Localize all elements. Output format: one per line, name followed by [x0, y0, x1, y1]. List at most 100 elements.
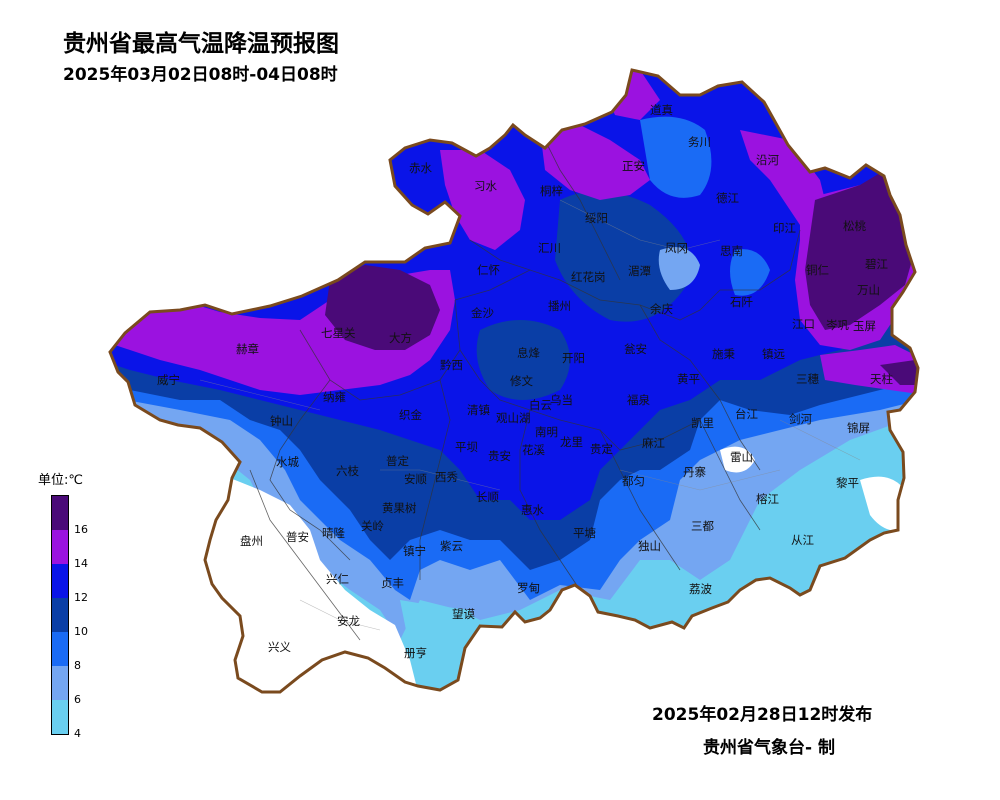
issuer: 贵州省气象台- 制 [703, 738, 835, 758]
county-label: 大方 [389, 331, 412, 345]
issue-time: 2025年02月28日12时发布 [652, 705, 873, 725]
county-label: 平塘 [573, 526, 596, 540]
county-label: 余庆 [650, 302, 673, 316]
county-label: 安顺 [404, 472, 427, 486]
county-label: 江口 [792, 317, 815, 331]
county-label: 务川 [688, 135, 711, 149]
county-label: 铜仁 [806, 263, 829, 277]
county-label: 黄果树 [382, 501, 417, 515]
county-label: 湄潭 [628, 264, 651, 278]
legend-label: 16 [74, 523, 88, 536]
county-label: 南明 [535, 425, 558, 439]
county-label: 兴仁 [326, 572, 349, 586]
county-label: 施秉 [712, 347, 735, 361]
county-label: 黔西 [440, 358, 463, 372]
county-label: 凤冈 [665, 241, 688, 255]
forecast-period: 2025年03月02日08时-04日08时 [63, 65, 338, 85]
legend-label: 10 [74, 625, 88, 638]
county-label: 金沙 [471, 306, 494, 320]
legend-swatch [52, 564, 68, 598]
county-label: 安龙 [337, 614, 360, 628]
county-label: 关岭 [361, 519, 384, 533]
county-label: 三都 [691, 519, 714, 533]
county-label: 西秀 [435, 470, 458, 484]
county-label: 剑河 [789, 412, 812, 426]
county-label: 三穗 [796, 372, 819, 386]
legend-label: 8 [74, 659, 81, 672]
county-label: 红花岗 [571, 270, 606, 284]
county-label: 织金 [399, 408, 422, 422]
county-label: 白云 [529, 398, 552, 412]
county-label: 罗甸 [517, 581, 540, 595]
legend-swatch [52, 598, 68, 632]
county-label: 麻江 [642, 436, 665, 450]
county-label: 沿河 [756, 153, 779, 167]
county-label: 天柱 [870, 372, 893, 386]
county-label: 平坝 [455, 440, 478, 454]
county-label: 丹寨 [683, 465, 706, 479]
legend-swatch [52, 496, 68, 530]
legend-label: 14 [74, 557, 88, 570]
county-label: 都匀 [622, 474, 645, 488]
county-label: 思南 [720, 244, 743, 258]
legend-swatch [52, 700, 68, 734]
county-label: 仁怀 [477, 263, 500, 277]
county-label: 乌当 [550, 393, 573, 407]
legend-unit: 单位:℃ [38, 473, 83, 488]
county-label: 德江 [716, 191, 739, 205]
county-label: 独山 [638, 539, 661, 553]
county-label: 七星关 [321, 326, 356, 340]
county-label: 惠水 [521, 503, 544, 517]
color-legend [51, 495, 69, 735]
county-label: 纳雍 [323, 390, 346, 404]
county-label: 黄平 [677, 372, 700, 386]
county-label: 赤水 [409, 161, 432, 175]
county-label: 花溪 [522, 443, 545, 457]
legend-label: 12 [74, 591, 88, 604]
county-label: 桐梓 [540, 184, 563, 198]
county-label: 凯里 [691, 416, 714, 430]
county-label: 雷山 [730, 450, 753, 464]
county-label: 镇远 [762, 347, 785, 361]
legend-label: 4 [74, 727, 81, 740]
county-label: 汇川 [538, 241, 561, 255]
county-label: 紫云 [440, 539, 463, 553]
county-label: 息烽 [517, 346, 540, 360]
county-label: 普定 [386, 454, 409, 468]
county-label: 盘州 [240, 534, 263, 548]
county-label: 玉屏 [853, 319, 876, 333]
county-label: 威宁 [157, 373, 180, 387]
county-label: 钟山 [270, 414, 293, 428]
county-label: 开阳 [562, 351, 585, 365]
county-label: 观山湖 [496, 411, 531, 425]
county-label: 石阡 [730, 295, 753, 309]
county-label: 赫章 [236, 342, 259, 356]
county-label: 望谟 [452, 607, 475, 621]
county-label: 长顺 [476, 490, 499, 504]
county-label: 万山 [857, 283, 880, 297]
legend-swatch [52, 632, 68, 666]
county-label: 龙里 [560, 435, 583, 449]
county-label: 正安 [622, 159, 645, 173]
county-label: 印江 [773, 221, 796, 235]
county-label: 贞丰 [381, 576, 404, 590]
county-label: 黎平 [836, 476, 859, 490]
county-label: 六枝 [336, 464, 359, 478]
county-label: 普安 [286, 530, 309, 544]
county-label: 贵定 [590, 442, 613, 456]
county-label: 册亨 [404, 646, 427, 660]
county-label: 碧江 [865, 257, 888, 271]
county-label: 绥阳 [585, 211, 608, 225]
legend-swatch [52, 666, 68, 700]
county-label: 习水 [474, 179, 497, 193]
county-label: 松桃 [843, 219, 866, 233]
legend-swatch [52, 530, 68, 564]
county-label: 水城 [276, 455, 299, 469]
county-label: 镇宁 [403, 544, 426, 558]
county-label: 兴义 [268, 640, 291, 654]
county-label: 榕江 [756, 492, 779, 506]
county-label: 修文 [510, 374, 533, 388]
county-label: 播州 [548, 299, 571, 313]
county-label: 锦屏 [847, 421, 870, 435]
